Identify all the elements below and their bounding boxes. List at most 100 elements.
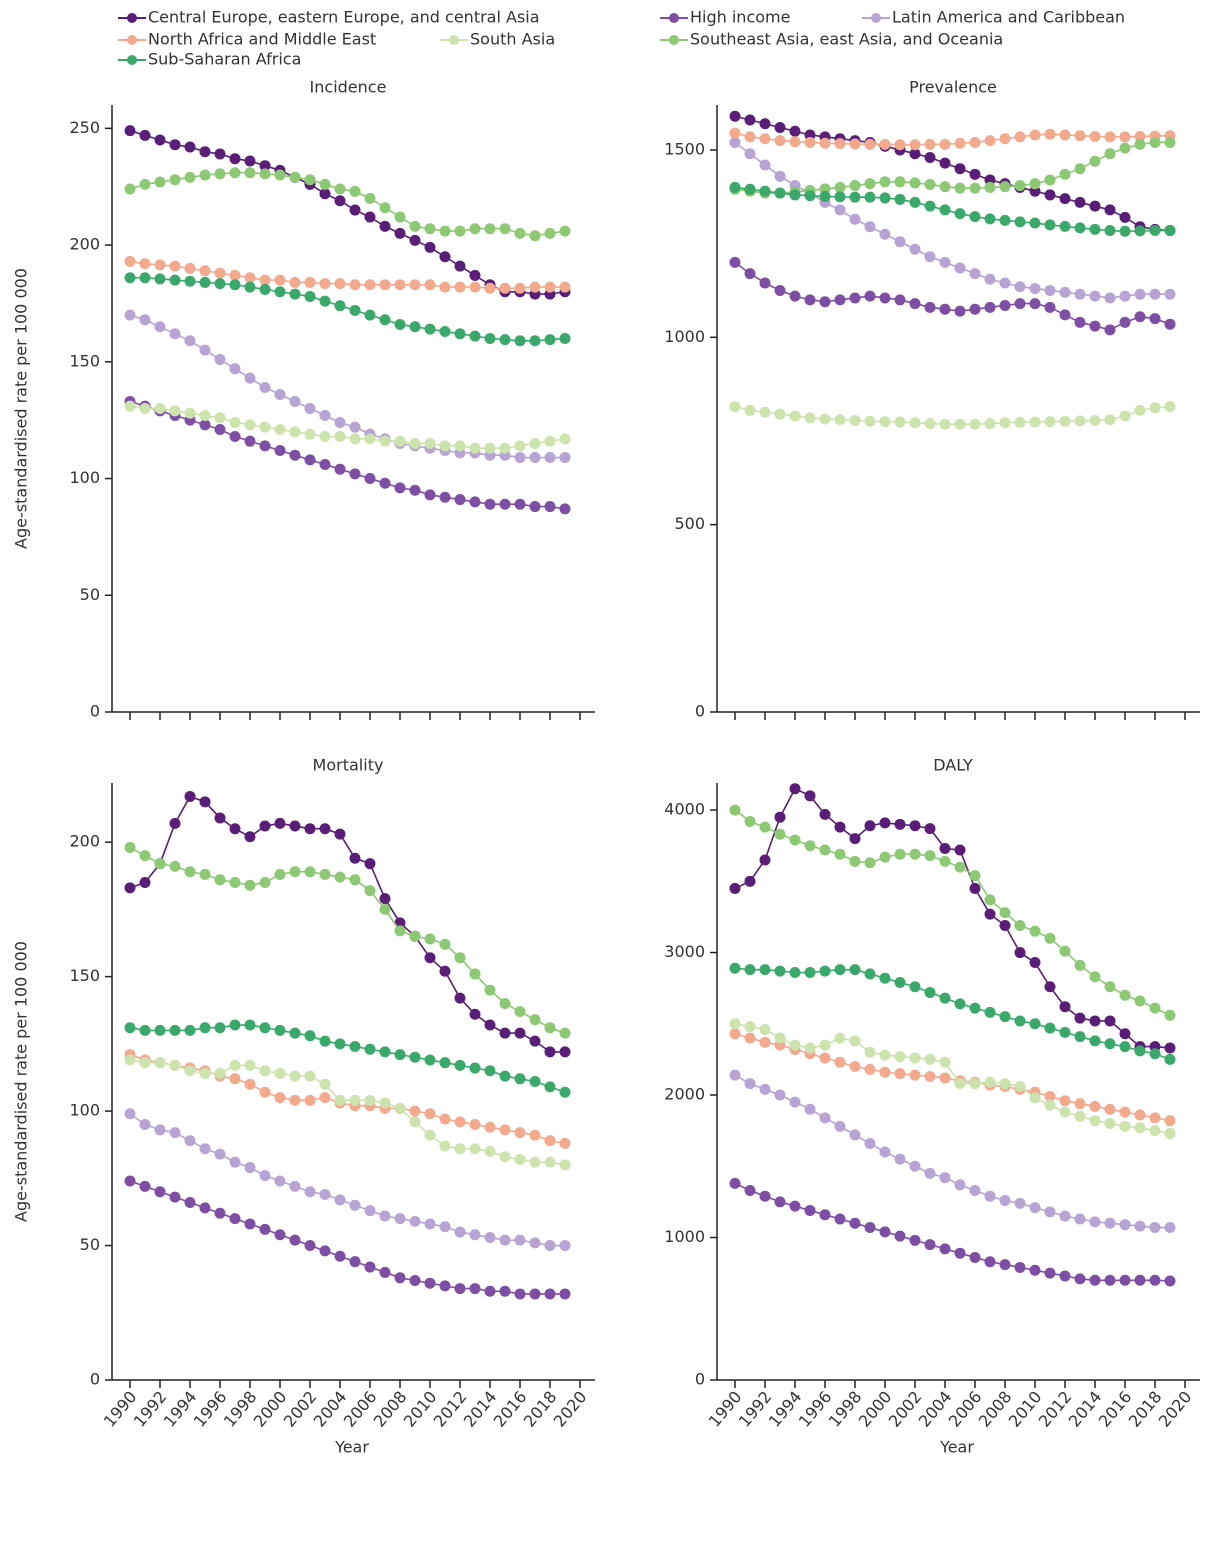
data-point <box>515 228 526 239</box>
data-point <box>140 314 151 325</box>
data-point <box>1105 414 1116 425</box>
data-point <box>185 1065 196 1076</box>
x-tick-label: 2016 <box>490 1387 531 1430</box>
data-point <box>395 319 406 330</box>
data-point <box>1105 1038 1116 1049</box>
data-point <box>1105 1118 1116 1129</box>
data-point <box>820 966 831 977</box>
data-point <box>1015 947 1026 958</box>
data-point <box>320 179 331 190</box>
data-point <box>455 1060 466 1071</box>
data-point <box>425 933 436 944</box>
data-point <box>290 396 301 407</box>
data-point <box>1030 129 1041 140</box>
data-point <box>245 831 256 842</box>
data-point <box>850 833 861 844</box>
data-point <box>410 1052 421 1063</box>
data-point <box>395 925 406 936</box>
data-point <box>320 1036 331 1047</box>
data-point <box>245 1162 256 1173</box>
data-point <box>215 874 226 885</box>
data-point <box>365 1262 376 1273</box>
data-point <box>880 1050 891 1061</box>
data-point <box>470 968 481 979</box>
data-point <box>275 1025 286 1036</box>
data-point <box>200 796 211 807</box>
data-point <box>1000 215 1011 226</box>
data-point <box>290 821 301 832</box>
data-point <box>730 883 741 894</box>
data-point <box>185 791 196 802</box>
data-point <box>140 877 151 888</box>
data-point <box>1030 178 1041 189</box>
data-point <box>530 438 541 449</box>
legend-entry: Sub-Saharan Africa <box>118 50 301 69</box>
data-point <box>1090 1115 1101 1126</box>
data-point <box>185 1135 196 1146</box>
data-point <box>455 1227 466 1238</box>
data-point <box>410 235 421 246</box>
legend-entry: South Asia <box>440 30 555 49</box>
data-point <box>850 1035 861 1046</box>
data-point <box>805 1205 816 1216</box>
y-tick-label: 0 <box>695 702 705 721</box>
data-point <box>425 242 436 253</box>
data-point <box>470 1009 481 1020</box>
data-point <box>745 964 756 975</box>
data-point <box>320 410 331 421</box>
series-line <box>130 173 565 236</box>
data-point <box>530 1014 541 1025</box>
data-point <box>215 1068 226 1079</box>
data-point <box>485 333 496 344</box>
data-point <box>970 870 981 881</box>
data-point <box>320 1092 331 1103</box>
data-point <box>380 221 391 232</box>
data-point <box>970 304 981 315</box>
x-tick-label: 2012 <box>1035 1387 1076 1430</box>
data-point <box>820 809 831 820</box>
data-point <box>335 278 346 289</box>
data-point <box>485 1232 496 1243</box>
panel: MortalityAge-standardised rate per 100 0… <box>12 756 596 1457</box>
data-point <box>985 1007 996 1018</box>
data-point <box>1105 131 1116 142</box>
data-point <box>760 822 771 833</box>
series-line <box>735 789 1170 1048</box>
data-point <box>1090 321 1101 332</box>
data-point <box>805 294 816 305</box>
data-point <box>455 328 466 339</box>
data-point <box>895 294 906 305</box>
data-point <box>1135 139 1146 150</box>
data-point <box>835 849 846 860</box>
data-point <box>880 852 891 863</box>
data-point <box>230 153 241 164</box>
data-point <box>470 1229 481 1240</box>
data-point <box>1060 221 1071 232</box>
data-point <box>865 1222 876 1233</box>
data-point <box>485 985 496 996</box>
data-point <box>1150 1125 1161 1136</box>
data-point <box>365 885 376 896</box>
data-point <box>335 1194 346 1205</box>
data-point <box>515 1288 526 1299</box>
data-point <box>545 1046 556 1057</box>
data-point <box>955 208 966 219</box>
data-point <box>1090 1015 1101 1026</box>
x-tick-label: 2010 <box>400 1387 441 1430</box>
data-point <box>125 1176 136 1187</box>
data-point <box>560 226 571 237</box>
data-point <box>925 1168 936 1179</box>
data-point <box>985 1077 996 1088</box>
data-point <box>955 183 966 194</box>
data-point <box>1060 1027 1071 1038</box>
data-point <box>515 1127 526 1138</box>
data-point <box>425 489 436 500</box>
data-point <box>1135 289 1146 300</box>
data-point <box>1090 291 1101 302</box>
data-point <box>1105 324 1116 335</box>
data-point <box>1075 163 1086 174</box>
x-axis-label: Year <box>334 1438 369 1457</box>
data-point <box>545 334 556 345</box>
data-point <box>245 1020 256 1031</box>
data-point <box>320 278 331 289</box>
